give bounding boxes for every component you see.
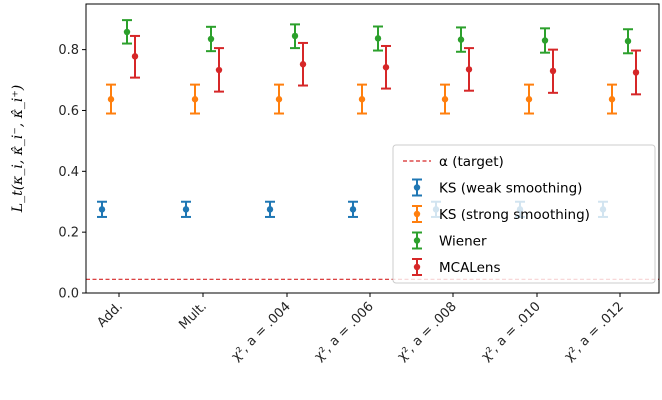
legend-item: MCALens: [412, 258, 501, 276]
data-point: [541, 37, 549, 44]
legend-label: MCALens: [439, 260, 501, 276]
legend-box: [392, 144, 656, 284]
data-point: [98, 206, 106, 213]
data-point: [382, 64, 390, 71]
data-point: [465, 66, 473, 73]
series-mcalens: [130, 34, 641, 96]
errorbar-point: [631, 49, 641, 96]
errorbar-point: [274, 83, 284, 115]
data-point: [624, 37, 632, 45]
x-tick-label: χ², a = .010: [479, 299, 544, 364]
plot-frame: [85, 3, 660, 294]
legend-item: Wiener: [412, 231, 487, 250]
data-point: [525, 96, 533, 103]
errorbar-point: [607, 83, 617, 115]
errorbar-point: [381, 44, 391, 90]
y-tick-label: 0.2: [58, 226, 79, 241]
legend-swatch-point: [413, 210, 421, 218]
legend-label: Wiener: [439, 234, 487, 250]
x-tick-label: χ², a = .004: [229, 299, 294, 364]
errorbar-point: [190, 83, 200, 115]
data-point: [374, 35, 382, 42]
data-point: [123, 28, 131, 36]
legend-item: KS (strong smoothing): [412, 205, 590, 223]
errorbar-point: [206, 25, 216, 53]
errorbar-point: [524, 83, 534, 115]
y-tick-label: 0.0: [58, 287, 79, 302]
x-tick-label: χ², a = .012: [562, 299, 627, 364]
data-point: [441, 96, 449, 103]
x-tick-label: χ², a = .008: [395, 299, 460, 364]
errorbar-point: [540, 27, 550, 54]
data-point: [131, 53, 139, 60]
errorbar-point: [348, 200, 358, 218]
errorbar-point: [373, 25, 383, 52]
data-point: [107, 96, 115, 103]
data-point: [266, 206, 274, 213]
legend-label: KS (strong smoothing): [439, 207, 590, 223]
legend-swatch-point: [413, 237, 421, 244]
errorbar-point: [122, 19, 132, 45]
data-point: [215, 66, 223, 74]
errorbar-point: [548, 48, 558, 94]
x-tick-label: Add.: [94, 299, 125, 330]
y-tick-label: 0.8: [58, 43, 79, 58]
errorbar-point: [357, 83, 367, 115]
legend-label: KS (weak smoothing): [439, 181, 582, 197]
legend-item: KS (weak smoothing): [412, 178, 582, 197]
data-point: [299, 61, 307, 68]
y-axis-title: L_t(κ_i, κ̂_i⁻, κ̂_i⁺): [10, 85, 26, 213]
data-point: [275, 96, 283, 103]
series-wiener: [122, 19, 633, 55]
errorbar-point: [214, 47, 224, 93]
errorbar-point: [298, 41, 308, 87]
data-point: [207, 35, 215, 43]
x-tick-label: Mult.: [176, 299, 209, 332]
errorbar-point: [623, 28, 633, 55]
errorbar-point: [440, 83, 450, 115]
y-tick-label: 0.6: [58, 104, 79, 119]
errorbar-point: [130, 34, 140, 79]
errorbar-point: [106, 83, 116, 115]
errorbar-point: [456, 26, 466, 53]
data-point: [182, 206, 190, 213]
data-point: [632, 69, 640, 76]
legend-label: α (target): [439, 154, 504, 170]
data-point: [608, 96, 616, 103]
legend: α (target) KS (weak smoothing) KS (strong …: [392, 144, 656, 284]
data-point: [291, 32, 299, 40]
legend-swatch-point: [413, 263, 421, 271]
data-point: [549, 67, 557, 75]
data-point: [457, 36, 465, 43]
data-point: [358, 96, 366, 103]
legend-swatch-point: [413, 184, 421, 191]
errorbar-point: [290, 23, 300, 50]
y-axis-label: L_t(κ_i, κ̂_i⁻, κ̂_i⁺): [10, 85, 26, 213]
x-tick-label: χ², a = .006: [312, 299, 377, 364]
errorbar-point: [97, 200, 107, 218]
legend-item-alpha-target: α (target): [403, 154, 504, 170]
errorbar-point: [464, 47, 474, 92]
series-ks-strong-smoothing-: [106, 83, 617, 115]
errorbar-point: [181, 200, 191, 218]
y-tick-label: 0.4: [58, 165, 79, 180]
errorbar-point: [265, 200, 275, 218]
data-point: [349, 206, 357, 213]
data-point: [191, 96, 199, 103]
